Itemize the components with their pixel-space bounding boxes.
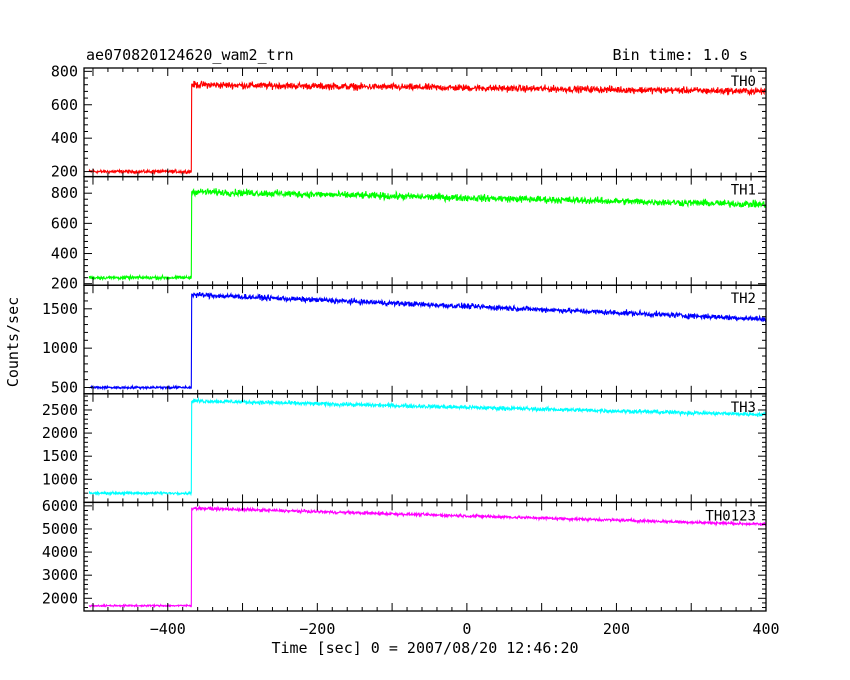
panel-th1: 200 400 600 800 TH1 xyxy=(51,175,767,293)
bin-time-label: Bin time: 1.0 s xyxy=(613,46,748,64)
panel-name-label: TH0123 xyxy=(705,508,756,524)
panel-frame xyxy=(83,284,767,395)
y-tick-label: 2500 xyxy=(42,401,78,419)
object-name-label: ae070820124620_wam2_trn xyxy=(86,46,294,64)
x-tick-label: −400 xyxy=(150,620,186,638)
y-tick-label: 200 xyxy=(51,163,78,181)
panel-name-label: TH0 xyxy=(731,74,756,90)
y-tick-label: 800 xyxy=(51,62,78,80)
panel-frame xyxy=(83,67,767,178)
y-tick-label: 200 xyxy=(51,275,78,293)
panel-name-label: TH1 xyxy=(731,183,756,199)
series-line-th0123 xyxy=(88,504,767,609)
y-tick-label: 1500 xyxy=(42,447,78,465)
x-tick-label: 400 xyxy=(752,620,779,638)
y-tick-label: 3000 xyxy=(42,566,78,584)
panel-th3: 1000 1500 2000 2500 TH3 xyxy=(42,393,767,504)
y-tick-label: 2000 xyxy=(42,589,78,607)
y-tick-label: 600 xyxy=(51,96,78,114)
panel-frame xyxy=(83,501,767,612)
x-tick-label: 0 xyxy=(462,620,471,638)
y-tick-label: 6000 xyxy=(42,497,78,515)
series-line-th3 xyxy=(88,396,767,497)
y-tick-label: 600 xyxy=(51,214,78,232)
panel-frame xyxy=(83,175,767,286)
y-tick-label: 800 xyxy=(51,184,78,202)
panel-name-label: TH2 xyxy=(731,291,756,307)
series-line-th2 xyxy=(88,292,767,391)
y-tick-label: 1000 xyxy=(42,339,78,357)
y-tick-label: 500 xyxy=(51,379,78,397)
y-tick-label: 400 xyxy=(51,245,78,263)
y-tick-label: 400 xyxy=(51,129,78,147)
panel-th2: 500 1000 1500 TH2 xyxy=(42,284,767,397)
panel-th0123: 2000 3000 4000 5000 6000 TH0123 xyxy=(42,497,767,612)
series-line-th1 xyxy=(88,187,767,282)
x-axis-title: Time [sec] 0 = 2007/08/20 12:46:20 xyxy=(271,639,578,657)
panel-th0: 200 400 600 800 TH0 xyxy=(51,62,767,181)
panel-frame xyxy=(83,393,767,504)
y-axis-title: Counts/sec xyxy=(4,297,22,387)
y-tick-label: 4000 xyxy=(42,543,78,561)
panel-name-label: TH3 xyxy=(731,400,756,416)
x-tick-label: 200 xyxy=(603,620,630,638)
series-line-th0 xyxy=(88,80,767,176)
y-tick-label: 1500 xyxy=(42,300,78,318)
y-tick-label: 5000 xyxy=(42,520,78,538)
y-tick-label: 1000 xyxy=(42,470,78,488)
y-tick-label: 2000 xyxy=(42,424,78,442)
x-tick-label: −200 xyxy=(299,620,335,638)
panels-group: 200 400 600 800 TH0 200 400 600 800 TH1 500 1000 150… xyxy=(42,62,780,638)
